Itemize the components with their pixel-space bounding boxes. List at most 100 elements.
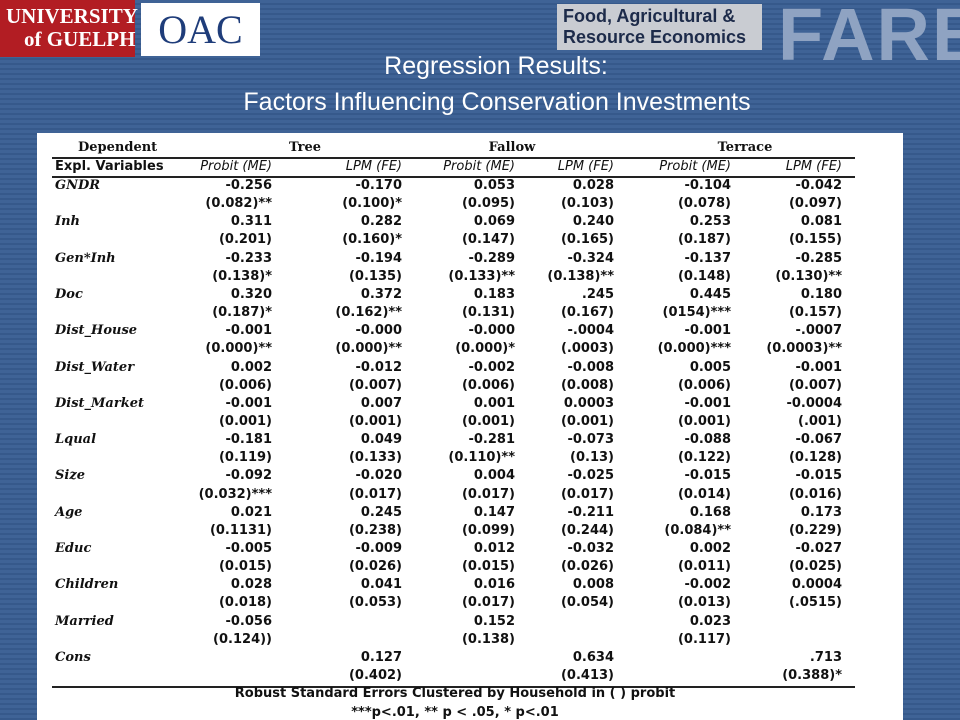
standard-error: (0.138)** xyxy=(547,268,614,284)
standard-error: (0.167) xyxy=(560,305,614,321)
standard-error: (0.000)* xyxy=(455,341,515,357)
coefficient: 0.008 xyxy=(572,577,614,593)
coefficient: -0.002 xyxy=(468,359,515,375)
coefficient: -0.104 xyxy=(684,178,731,193)
standard-error: (0.015) xyxy=(218,559,272,575)
standard-error: (0.0003)** xyxy=(766,341,842,357)
standard-error: (.0003) xyxy=(560,341,614,357)
sub-header: Probit (ME) xyxy=(200,159,272,174)
coefficient: 0.021 xyxy=(230,504,272,520)
standard-error: (0.011) xyxy=(677,559,731,575)
standard-error: (0.138) xyxy=(461,631,515,647)
coefficient: 0.240 xyxy=(572,214,614,230)
coefficient: 0.069 xyxy=(473,214,515,230)
variable-name: Dist_Market xyxy=(55,395,144,411)
standard-error: (0.165) xyxy=(560,232,614,248)
coefficient: -0.211 xyxy=(567,504,614,520)
coefficient: -0.289 xyxy=(468,250,515,266)
coefficient: 0.180 xyxy=(800,286,842,302)
sub-header: LPM (FE) xyxy=(785,159,842,174)
coefficient: -0.281 xyxy=(468,432,515,448)
coefficient: -0.002 xyxy=(684,577,731,593)
standard-error: (0.402) xyxy=(348,668,402,684)
coefficient: 0.028 xyxy=(572,178,614,193)
rule xyxy=(52,176,855,178)
standard-error: (0.082)** xyxy=(205,196,272,212)
coefficient: -0.073 xyxy=(567,432,614,448)
standard-error: (0.155) xyxy=(788,232,842,248)
standard-error: (0.032)*** xyxy=(198,486,272,502)
variable-name: Age xyxy=(55,504,83,520)
coefficient: -0.001 xyxy=(225,323,272,339)
sub-header: Probit (ME) xyxy=(443,159,515,174)
standard-error: (.0515) xyxy=(788,595,842,611)
title: Factors Influencing Conservation Investm… xyxy=(243,88,751,116)
standard-error: (0.131) xyxy=(461,305,515,321)
coefficient: 0.053 xyxy=(473,178,515,193)
variable-name: Dist_House xyxy=(55,323,138,339)
standard-error: (0.162)** xyxy=(335,305,402,321)
standard-error: (0.054) xyxy=(560,595,614,611)
sub-header: LPM (FE) xyxy=(557,159,614,174)
coefficient: 0.002 xyxy=(230,359,272,375)
standard-error: (0.026) xyxy=(560,559,614,575)
coefficient: -0.067 xyxy=(795,432,842,448)
coefficient: -0.170 xyxy=(355,178,402,193)
standard-error: (0.13) xyxy=(570,450,614,466)
variable-name: GNDR xyxy=(55,178,101,193)
standard-error: (0.007) xyxy=(348,377,402,393)
variable-name: Educ xyxy=(55,541,92,556)
corner-header: Dependent xyxy=(78,140,158,155)
standard-error: (0.008) xyxy=(560,377,614,393)
rule xyxy=(52,686,855,688)
standard-error: (0.119) xyxy=(218,450,272,466)
coefficient: -0.000 xyxy=(468,323,515,339)
standard-error: (0.026) xyxy=(348,559,402,575)
coefficient: -0.020 xyxy=(355,468,402,484)
standard-error: (0.001) xyxy=(560,413,614,429)
coefficient: -0.256 xyxy=(225,178,272,193)
coefficient: -0.009 xyxy=(355,541,402,556)
standard-error: (.001) xyxy=(798,413,842,429)
standard-error: (0.147) xyxy=(461,232,515,248)
standard-error: (0.187) xyxy=(677,232,731,248)
standard-error: (0.095) xyxy=(461,196,515,212)
standard-error: (0.017) xyxy=(461,486,515,502)
coefficient: 0.183 xyxy=(473,286,515,302)
coefficient: -0.027 xyxy=(795,541,842,556)
standard-error: (0.017) xyxy=(348,486,402,502)
coefficient: -0.285 xyxy=(795,250,842,266)
standard-error: (0.229) xyxy=(788,522,842,538)
coefficient: .713 xyxy=(809,649,842,665)
coefficient: 0.004 xyxy=(473,468,515,484)
table-note: Robust Standard Errors Clustered by Hous… xyxy=(234,686,676,701)
standard-error: (0.413) xyxy=(560,668,614,684)
coefficient: -0.001 xyxy=(795,359,842,375)
coefficient: 0.168 xyxy=(689,504,731,520)
coefficient: 0.0004 xyxy=(791,577,842,593)
coefficient: 0.282 xyxy=(360,214,402,230)
standard-error: (0.000)** xyxy=(335,341,402,357)
variable-name: Married xyxy=(55,613,114,629)
standard-error: (0.130)** xyxy=(775,268,842,284)
results-table: Dependent Tree Fallow Terrace Expl. Variable… xyxy=(37,133,903,720)
variable-name: Size xyxy=(55,468,85,484)
coefficient: -0.233 xyxy=(225,250,272,266)
coefficient: 0.007 xyxy=(360,395,402,411)
coefficient: -0.015 xyxy=(684,468,731,484)
standard-error: (0.006) xyxy=(461,377,515,393)
standard-error: (0.138)* xyxy=(212,268,272,284)
coefficient: -0.001 xyxy=(684,395,731,411)
standard-error: (0.238) xyxy=(348,522,402,538)
standard-error: (0.133) xyxy=(348,450,402,466)
standard-error: (0.244) xyxy=(560,522,614,538)
coefficient: 0.311 xyxy=(230,214,272,230)
coefficient: 0.320 xyxy=(230,286,272,302)
coefficient: -0.092 xyxy=(225,468,272,484)
university-logo: UNIVERSITY of GUELPH xyxy=(0,0,138,57)
sub-header: Probit (ME) xyxy=(659,159,731,174)
coefficient: 0.445 xyxy=(689,286,731,302)
coefficient: 0.023 xyxy=(689,613,731,629)
standard-error: (0.025) xyxy=(788,559,842,575)
group-header: Tree xyxy=(288,140,322,155)
